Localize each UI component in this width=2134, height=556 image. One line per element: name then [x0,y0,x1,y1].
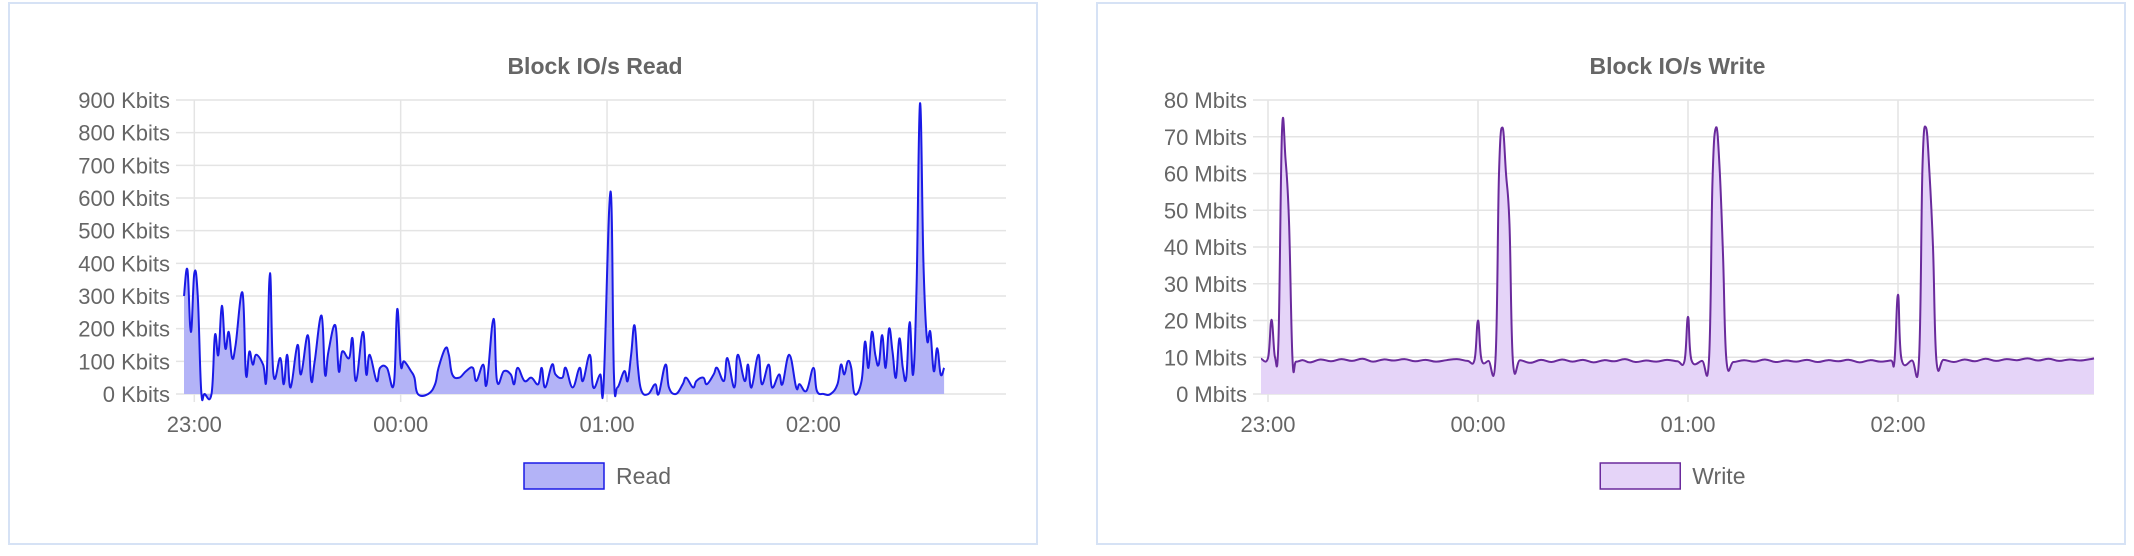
series-area-write [1261,117,2094,394]
series-line-write [1260,116,2095,379]
x-tick-label: 00:00 [373,412,428,437]
read-chart-panel: Block IO/s Read 0 Kbits 100 Kbits 200 Kbits… [8,2,1038,545]
y-tick-label: 900 Kbits [78,88,170,113]
y-tick-label: 0 Kbits [103,382,170,407]
y-tick-label: 300 Kbits [78,284,170,309]
y-tick-label: 20 Mbits [1164,309,1247,334]
y-tick-label: 0 Mbits [1176,382,1247,407]
y-tick-label: 60 Mbits [1164,162,1247,187]
chart-title: Block IO/s Write [1590,53,1766,79]
legend-swatch[interactable] [1599,462,1681,490]
x-tick-label: 02:00 [786,412,841,437]
read-chart: Block IO/s Read 0 Kbits 100 Kbits 200 Kbits… [78,53,1006,490]
y-tick-label: 50 Mbits [1164,198,1247,223]
x-tick-label: 01:00 [1660,412,1715,437]
y-tick-label: 10 Mbits [1164,345,1247,370]
y-tick-label: 100 Kbits [78,349,170,374]
series-line-read [183,102,946,402]
series-area-read [184,103,945,401]
chart-title: Block IO/s Read [507,53,682,79]
y-tick-label: 40 Mbits [1164,235,1247,260]
y-tick-label: 80 Mbits [1164,88,1247,113]
y-tick-label: 200 Kbits [78,317,170,342]
legend-swatch[interactable] [523,462,605,490]
x-tick-label: 23:00 [167,412,222,437]
y-tick-label: 70 Mbits [1164,125,1247,150]
legend-label[interactable]: Write [1692,463,1745,489]
legend-label[interactable]: Read [616,463,671,489]
x-tick-label: 00:00 [1450,412,1505,437]
y-tick-label: 400 Kbits [78,251,170,276]
write-chart-panel: Block IO/s Write 0 Mbits 10 Mbits 20 Mbits 3… [1096,2,2126,545]
x-tick-label: 02:00 [1870,412,1925,437]
y-tick-label: 500 Kbits [78,219,170,244]
x-tick-label: 01:00 [580,412,635,437]
write-chart: Block IO/s Write 0 Mbits 10 Mbits 20 Mbits 3… [1164,53,2095,490]
y-tick-label: 30 Mbits [1164,272,1247,297]
y-tick-label: 600 Kbits [78,186,170,211]
y-tick-label: 800 Kbits [78,121,170,146]
y-tick-label: 700 Kbits [78,153,170,178]
x-tick-label: 23:00 [1240,412,1295,437]
